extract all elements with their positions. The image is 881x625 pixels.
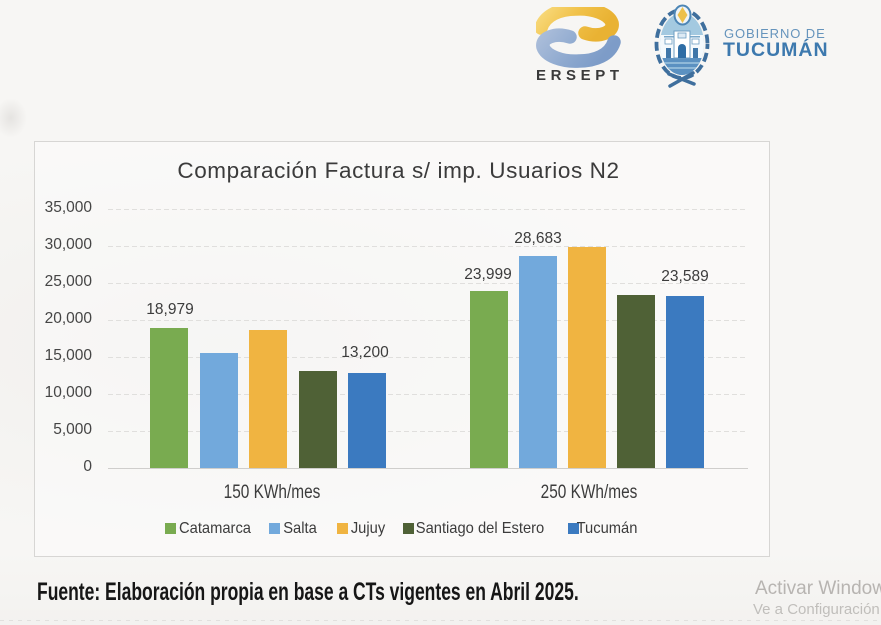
svg-text:ERSEPT: ERSEPT: [536, 67, 622, 84]
